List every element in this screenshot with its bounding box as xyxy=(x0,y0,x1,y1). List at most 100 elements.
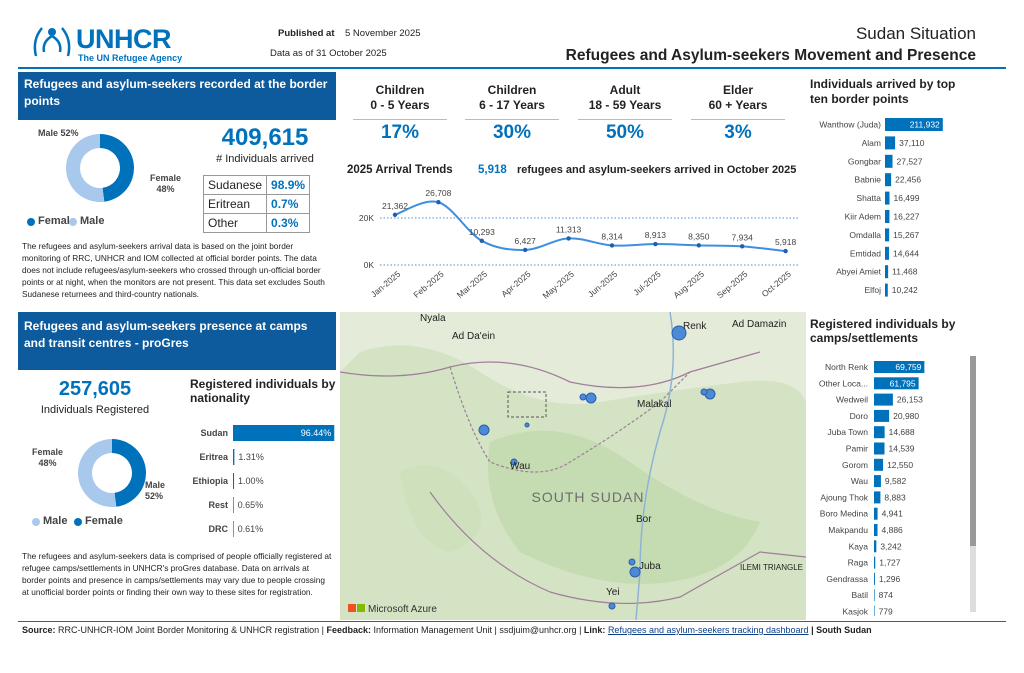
tagline: The UN Refugee Agency xyxy=(78,53,183,63)
value-label: 16,227 xyxy=(893,212,919,222)
bar xyxy=(874,589,875,602)
bar xyxy=(885,246,889,260)
point xyxy=(609,243,615,248)
border-points-title: Individuals arrived by top ten border po… xyxy=(810,77,956,106)
value-label: 14,539 xyxy=(889,444,915,454)
place-label: SOUTH SUDAN xyxy=(532,489,645,505)
share: 0.7% xyxy=(266,194,311,214)
category-label: Kiir Adem xyxy=(845,212,881,222)
bar xyxy=(874,524,878,536)
category-label: Boro Medina xyxy=(820,509,868,519)
bar xyxy=(233,449,235,465)
map[interactable]: Nyala Ad Da'ein Renk Ad Damazin Malakal Wau SO… xyxy=(340,312,806,620)
place-label: Yei xyxy=(606,587,620,598)
category-label: Shatta xyxy=(856,193,881,203)
nationality-chart: Sudan 96.44% Eritrea 1.31% Ethiopia 1.00% Rest… xyxy=(193,425,335,537)
value-label: 27,527 xyxy=(897,156,923,166)
dashboard-link[interactable]: Refugees and asylum-seekers tracking das… xyxy=(607,625,809,635)
value-label: 4,941 xyxy=(882,509,904,519)
link-label: Link: xyxy=(583,625,606,635)
category-label: Kaya xyxy=(849,541,869,551)
x-tick-label: Oct-2025 xyxy=(760,269,793,299)
sex-donut xyxy=(78,439,147,507)
y-tick-label: 20K xyxy=(359,213,374,223)
value-label: 26,153 xyxy=(897,395,923,405)
point xyxy=(696,243,701,248)
bar xyxy=(874,377,919,390)
slice-label: Female 48% xyxy=(150,173,182,194)
header-rule xyxy=(18,67,1006,69)
camps-title: Registered individuals by camps/settleme… xyxy=(810,317,956,345)
legend-label: Female xyxy=(85,515,123,527)
value-label: 8,314 xyxy=(601,231,623,241)
x-tick-label: Jul-2025 xyxy=(631,269,663,298)
published-label: Published at xyxy=(278,28,335,39)
bar xyxy=(874,442,885,455)
age-range: 0 - 5 Years xyxy=(370,98,430,112)
legend-dot xyxy=(32,518,40,526)
category-label: Batil xyxy=(851,590,868,600)
separator: | xyxy=(811,625,814,635)
feedback-label: Feedback: xyxy=(326,625,371,635)
place-label: Juba xyxy=(639,561,661,572)
value-label: 211,932 xyxy=(910,120,940,130)
value-label: 0.61% xyxy=(238,524,264,534)
sex-donut xyxy=(66,134,134,202)
value-label: 21,362 xyxy=(382,201,408,211)
donut-slice xyxy=(112,439,147,507)
value-label: 874 xyxy=(879,590,893,600)
camps-chart: North Renk 69,759 Other Loca... 61,795 Wedwe… xyxy=(819,361,925,616)
category-label: Wau xyxy=(851,476,868,486)
value-label: 11,468 xyxy=(892,267,918,277)
place-label: Bor xyxy=(636,514,652,525)
footer: Source: RRC-UNHCR-IOM Joint Border Monit… xyxy=(22,625,872,635)
category-label: Other Loca... xyxy=(819,378,868,388)
total-label: Individuals Registered xyxy=(40,404,150,416)
bar xyxy=(233,521,234,537)
bar xyxy=(885,210,890,223)
place-label: Malakal xyxy=(637,399,671,410)
age-group: Children xyxy=(487,83,537,97)
footer-rule xyxy=(18,621,1006,622)
section-title: Refugees and asylum-seekers presence at … xyxy=(18,312,336,370)
bar xyxy=(233,473,235,489)
category-label: Makpandu xyxy=(828,525,868,535)
bar xyxy=(874,491,881,504)
bar xyxy=(874,507,878,520)
value-label: 37,110 xyxy=(899,138,925,148)
category-label: Eritrea xyxy=(199,452,229,462)
published-date: 5 November 2025 xyxy=(345,28,421,39)
category-label: Pamir xyxy=(846,444,868,454)
age-group: Children xyxy=(375,83,425,97)
category-label: Babnie xyxy=(855,175,882,185)
value-label: 6,427 xyxy=(515,236,537,246)
scrollbar[interactable] xyxy=(970,356,976,612)
x-tick-label: Jan-2025 xyxy=(369,269,403,300)
value-label: 1.00% xyxy=(238,476,264,486)
category-label: Elfoj xyxy=(864,285,881,295)
bar xyxy=(874,409,890,422)
value-label: 8,883 xyxy=(884,492,906,502)
point xyxy=(523,247,528,253)
slice-label: Female 48% xyxy=(32,447,64,468)
age-rule xyxy=(691,119,785,120)
bar xyxy=(874,475,881,488)
page-title: Refugees and Asylum-seekers Movement and… xyxy=(565,47,976,64)
age-share: 17% xyxy=(380,122,420,143)
trend-highlight: 5,918 xyxy=(478,164,507,176)
bar xyxy=(233,425,335,441)
nationality: Sudanese xyxy=(202,175,268,195)
legend-dot xyxy=(74,518,82,526)
trend-title: 2025 Arrival Trends xyxy=(347,164,453,176)
place-label: ILEMI TRIANGLE xyxy=(740,563,803,572)
nationality-title: Registered individuals by nationality xyxy=(190,377,336,405)
age-range: 60 + Years xyxy=(708,98,768,112)
slice-label: Male 52% xyxy=(38,128,79,138)
y-tick-label: 0K xyxy=(364,260,375,270)
bar xyxy=(885,136,896,150)
nationality: Other xyxy=(202,213,268,233)
value-label: 22,456 xyxy=(895,175,921,185)
value-label: 9,582 xyxy=(885,476,907,486)
value-label: 8,350 xyxy=(688,231,710,241)
bar xyxy=(885,283,888,297)
